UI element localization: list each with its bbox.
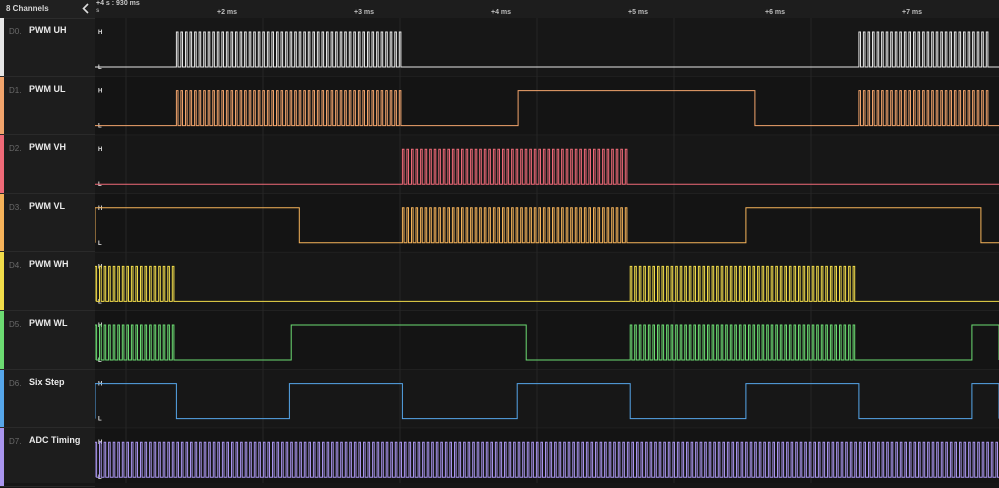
level-high-label: H [98, 440, 102, 446]
channel-index: D3. [9, 202, 22, 212]
channel-count-label: 8 Channels [6, 4, 49, 13]
channel-lane [95, 311, 999, 370]
channel-name: PWM VL [29, 200, 65, 211]
channel-color-swatch [0, 369, 4, 428]
channel-waveform [94, 324, 999, 361]
channel-color-swatch [0, 18, 4, 76]
channel-row[interactable]: D2. PWM VH [0, 135, 95, 194]
time-tick-label: +7 ms [902, 9, 923, 16]
channel-row[interactable]: D3. PWM VL [0, 193, 95, 253]
channel-color-swatch [0, 428, 4, 486]
channel-index: D5. [9, 320, 22, 329]
channel-name: PWM UL [29, 83, 66, 94]
channel-waveform [95, 31, 999, 68]
channel-waveform [95, 90, 999, 127]
level-high-label: H [98, 264, 102, 270]
level-high-label: H [98, 147, 102, 153]
channel-row[interactable]: D6. Six Step [0, 369, 95, 429]
channel-color-swatch [0, 311, 4, 369]
channel-index: D2. [9, 144, 22, 154]
channel-name: PWM WH [29, 259, 69, 270]
channel-name: PWM VH [29, 142, 66, 153]
time-offset-label: +4 s : 930 ms [96, 0, 140, 7]
timeline-ruler[interactable]: +4 s : 930 ms s +2 ms +3 ms +4 ms +5 ms +6 m… [95, 0, 999, 19]
level-high-label: H [98, 382, 102, 388]
level-low-label: L [98, 475, 102, 481]
channel-waveform [94, 383, 999, 420]
time-unit-label: s [96, 8, 100, 14]
time-tick-label: +5 ms [628, 9, 649, 16]
sidebar-header: 8 Channels [0, 0, 95, 19]
channel-index: D7. [9, 437, 22, 447]
channel-waveform [95, 148, 999, 185]
channel-color-swatch [0, 135, 4, 193]
level-high-label: H [98, 206, 102, 212]
channel-index: D6. [9, 378, 22, 388]
channel-name: Six Step [29, 376, 65, 387]
level-low-label: L [98, 358, 102, 364]
channel-color-swatch [0, 252, 4, 310]
channel-lane [95, 369, 999, 429]
channel-name: ADC Timing [29, 435, 81, 446]
channel-row[interactable]: D0. PWM UH [0, 18, 95, 77]
channel-row[interactable]: D5. PWM WL [0, 311, 95, 370]
channel-lane [95, 193, 999, 253]
level-low-label: L [98, 299, 102, 305]
level-high-label: H [98, 89, 102, 95]
level-low-label: L [98, 241, 102, 247]
channel-color-swatch [0, 76, 4, 135]
channel-name: PWM UH [29, 25, 67, 35]
level-low-label: L [98, 417, 102, 423]
time-tick-label: +2 ms [217, 9, 238, 16]
channel-waveform [94, 441, 999, 478]
channel-waveform [94, 207, 999, 244]
channel-color-swatch [0, 193, 4, 252]
level-low-label: L [98, 124, 102, 130]
time-tick-label: +6 ms [765, 9, 786, 16]
channel-lane [95, 252, 999, 311]
channel-name: PWM WL [29, 318, 68, 328]
level-low-label: L [98, 65, 102, 71]
channel-waveform [94, 265, 999, 302]
time-tick-label: +4 ms [491, 9, 512, 16]
channel-row[interactable]: D7. ADC Timing [0, 428, 95, 487]
channel-lane [95, 135, 999, 194]
level-low-label: L [98, 182, 102, 188]
channel-row[interactable]: D1. PWM UL [0, 76, 95, 136]
time-tick-label: +3 ms [354, 9, 375, 16]
channel-index: D1. [9, 85, 22, 95]
channel-row[interactable]: D4. PWM WH [0, 252, 95, 311]
level-high-label: H [98, 30, 102, 36]
waveform-canvas[interactable]: H L H L H L H L H L H L H L H L [94, 18, 999, 488]
channel-index: D0. [9, 27, 22, 36]
channel-index: D4. [9, 261, 22, 271]
channel-sidebar: 8 Channels D0. PWM UH D1. PWM UL D2. PWM VH D3… [0, 0, 95, 487]
level-high-label: H [98, 323, 102, 329]
chevron-left-icon[interactable] [80, 2, 92, 15]
waveform-area[interactable]: H L H L H L H L H L H L H L H L [94, 18, 999, 488]
